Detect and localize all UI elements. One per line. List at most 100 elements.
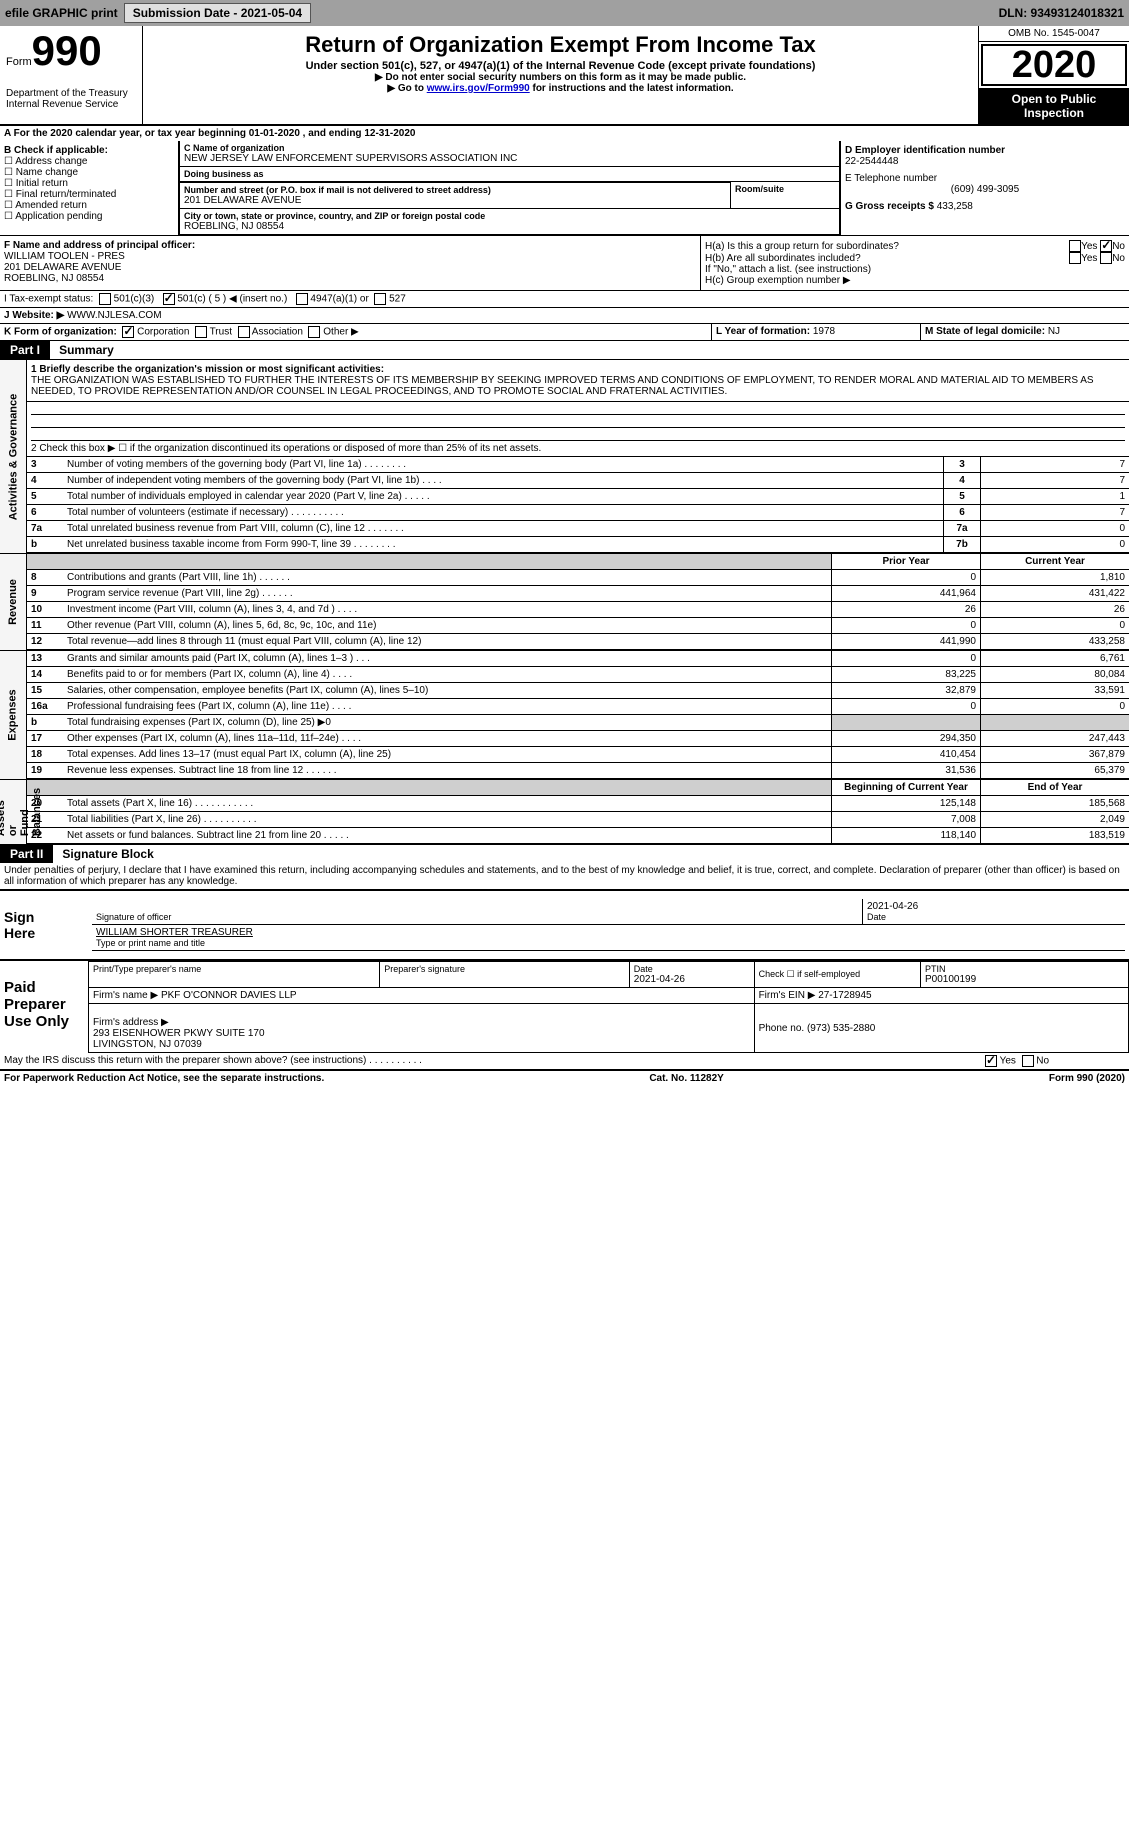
firm-name: PKF O'CONNOR DAVIES LLP [161, 990, 297, 1001]
sign-here-label: Sign Here [0, 891, 88, 959]
preparer-name-label: Print/Type preparer's name [93, 964, 375, 974]
footer-catalog: Cat. No. 11282Y [649, 1073, 723, 1084]
chk-final-return[interactable]: ☐ Final return/terminated [4, 189, 174, 200]
discuss-label: May the IRS discuss this return with the… [0, 1053, 981, 1069]
table-row: 3Number of voting members of the governi… [27, 457, 1129, 473]
activities-governance-section: Activities & Governance 1 Briefly descri… [0, 359, 1129, 553]
firm-ein: 27-1728945 [818, 990, 871, 1001]
hb-no-checkbox[interactable] [1100, 252, 1112, 264]
self-employed-label: Check ☐ if self-employed [759, 969, 916, 980]
vlabel-net-assets: Net Assets or Fund Balances [0, 780, 27, 844]
dba-label: Doing business as [184, 169, 835, 179]
chk-other[interactable] [308, 326, 320, 338]
phone-label: E Telephone number [845, 173, 1125, 184]
table-row: 18Total expenses. Add lines 13–17 (must … [27, 747, 1129, 763]
part1-title: Summary [53, 341, 120, 359]
sign-here-section: Sign Here Signature of officer 2021-04-2… [0, 889, 1129, 959]
year-formation: 1978 [813, 326, 835, 337]
part2-title: Signature Block [56, 845, 159, 863]
chk-initial-return[interactable]: ☐ Initial return [4, 178, 174, 189]
c-name-label: C Name of organization [184, 143, 835, 153]
firm-ein-label: Firm's EIN ▶ [759, 990, 816, 1001]
hc-label: H(c) Group exemption number ▶ [705, 275, 1125, 286]
table-row: 19Revenue less expenses. Subtract line 1… [27, 763, 1129, 779]
chk-527[interactable] [374, 293, 386, 305]
chk-address-change[interactable]: ☐ Address change [4, 156, 174, 167]
top-bar: efile GRAPHIC print Submission Date - 20… [0, 0, 1129, 26]
ha-no-checkbox[interactable] [1100, 240, 1112, 252]
city-state-zip: ROEBLING, NJ 08554 [184, 221, 835, 232]
hb-note: If "No," attach a list. (see instruction… [705, 264, 1125, 275]
preparer-date-label: Date [634, 964, 750, 974]
k-l-m-row: K Form of organization: Corporation Trus… [0, 324, 1129, 341]
officer-name: WILLIAM TOOLEN - PRES [4, 251, 696, 262]
street-address: 201 DELAWARE AVENUE [184, 195, 726, 206]
vlabel-revenue: Revenue [0, 554, 27, 650]
form-990-number: 990 [32, 27, 102, 74]
preparer-table: Print/Type preparer's name Preparer's si… [88, 961, 1129, 1053]
discuss-no-checkbox[interactable] [1022, 1055, 1034, 1067]
discuss-yes-checkbox[interactable] [985, 1055, 997, 1067]
blank-line [31, 428, 1125, 441]
instr2-post: for instructions and the latest informat… [530, 83, 734, 94]
chk-amended-return[interactable]: ☐ Amended return [4, 200, 174, 211]
state-domicile: NJ [1048, 326, 1060, 337]
section-c: C Name of organization NEW JERSEY LAW EN… [179, 141, 840, 235]
section-h: H(a) Is this a group return for subordin… [700, 236, 1129, 290]
yes-label: Yes [1081, 241, 1097, 252]
gross-receipts-label: G Gross receipts $ [845, 201, 934, 212]
current-year-header: Current Year [981, 554, 1129, 570]
vlabel-expenses: Expenses [0, 651, 27, 779]
irs-link[interactable]: www.irs.gov/Form990 [427, 83, 530, 94]
instruction-1: ▶ Do not enter social security numbers o… [149, 72, 972, 83]
chk-application-pending[interactable]: ☐ Application pending [4, 211, 174, 222]
mission-block: 1 Briefly describe the organization's mi… [27, 360, 1129, 402]
firm-addr-label: Firm's address ▶ [93, 1017, 169, 1028]
table-row: 12Total revenue—add lines 8 through 11 (… [27, 634, 1129, 650]
header-right: OMB No. 1545-0047 2020 Open to Public In… [978, 26, 1129, 124]
part-2-header: Part II Signature Block [0, 844, 1129, 863]
discuss-row: May the IRS discuss this return with the… [0, 1053, 1129, 1070]
preparer-sig-label: Preparer's signature [384, 964, 625, 974]
firm-name-label: Firm's name ▶ [93, 990, 158, 1001]
chk-corporation[interactable] [122, 326, 134, 338]
beginning-year-header: Beginning of Current Year [832, 780, 981, 796]
perjury-statement: Under penalties of perjury, I declare th… [0, 863, 1129, 889]
table-row: 6Total number of volunteers (estimate if… [27, 505, 1129, 521]
chk-association[interactable] [238, 326, 250, 338]
m-label: M State of legal domicile: [925, 326, 1045, 337]
table-row: 7aTotal unrelated business revenue from … [27, 521, 1129, 537]
prior-year-header: Prior Year [832, 554, 981, 570]
table-row: 4Number of independent voting members of… [27, 473, 1129, 489]
expenses-section: Expenses 13Grants and similar amounts pa… [0, 650, 1129, 779]
chk-name-change[interactable]: ☐ Name change [4, 167, 174, 178]
table-row: 13Grants and similar amounts paid (Part … [27, 651, 1129, 667]
f-h-row: F Name and address of principal officer:… [0, 236, 1129, 291]
table-row: 10Investment income (Part VIII, column (… [27, 602, 1129, 618]
form-title: Return of Organization Exempt From Incom… [149, 32, 972, 58]
officer-printed-name: WILLIAM SHORTER TREASURER [96, 927, 1121, 938]
ein-label: D Employer identification number [845, 145, 1125, 156]
end-year-header: End of Year [981, 780, 1129, 796]
table-row: 22Net assets or fund balances. Subtract … [27, 828, 1129, 844]
chk-501c3[interactable] [99, 293, 111, 305]
k-label: K Form of organization: [4, 327, 117, 338]
date-label: Date [867, 912, 1121, 922]
line-2-checkbox: 2 Check this box ▶ ☐ if the organization… [27, 441, 1129, 457]
header-left: Form990 Department of the Treasury Inter… [0, 26, 143, 124]
identity-row: B Check if applicable: ☐ Address change … [0, 141, 1129, 236]
chk-501c[interactable] [163, 293, 175, 305]
section-j: J Website: ▶ WWW.NJLESA.COM [0, 308, 1129, 324]
footer-form: Form 990 (2020) [1049, 1073, 1125, 1084]
ha-yes-checkbox[interactable] [1069, 240, 1081, 252]
paid-preparer-section: Paid Preparer Use Only Print/Type prepar… [0, 959, 1129, 1053]
chk-trust[interactable] [195, 326, 207, 338]
chk-4947[interactable] [296, 293, 308, 305]
submission-date-button[interactable]: Submission Date - 2021-05-04 [124, 3, 311, 23]
paid-preparer-label: Paid Preparer Use Only [0, 961, 88, 1053]
room-label: Room/suite [735, 184, 835, 194]
firm-phone-label: Phone no. [759, 1023, 805, 1034]
table-row: bTotal fundraising expenses (Part IX, co… [27, 715, 1129, 731]
col-headers-row: Prior Year Current Year [27, 554, 1129, 570]
hb-yes-checkbox[interactable] [1069, 252, 1081, 264]
